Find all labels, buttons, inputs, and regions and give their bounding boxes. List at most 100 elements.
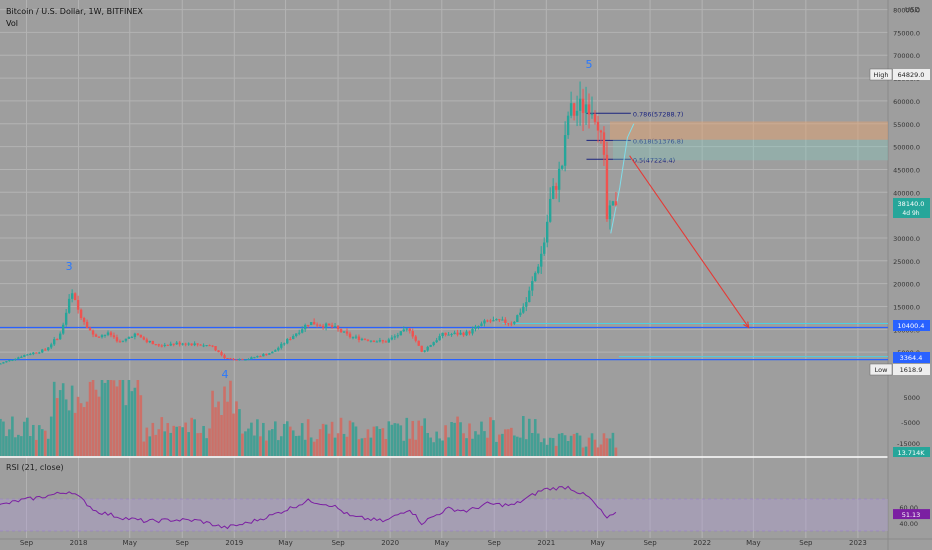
candle-body bbox=[366, 339, 370, 341]
candle-body bbox=[507, 323, 510, 325]
volume-bar bbox=[82, 407, 86, 456]
volume-bar bbox=[483, 431, 486, 456]
volume-bar bbox=[599, 444, 603, 456]
candle-body bbox=[483, 320, 486, 324]
projection-arrowhead bbox=[743, 321, 750, 329]
volume-bar bbox=[557, 433, 561, 456]
candle-body bbox=[50, 344, 53, 348]
volume-bar bbox=[584, 446, 588, 456]
volume-bar bbox=[453, 422, 456, 456]
rsi-band bbox=[0, 499, 888, 531]
candle-body bbox=[557, 168, 561, 190]
volume-bar bbox=[0, 418, 2, 456]
volume-bar bbox=[426, 432, 429, 456]
volume-bar bbox=[339, 417, 343, 456]
volume-bar bbox=[297, 435, 301, 456]
volume-bar bbox=[220, 415, 223, 456]
candle-body bbox=[566, 115, 570, 136]
volume-bar bbox=[49, 416, 53, 456]
volume-bar bbox=[536, 433, 540, 456]
candle-body bbox=[94, 334, 98, 337]
volume-bar bbox=[548, 437, 552, 456]
volume-bar bbox=[366, 429, 370, 456]
candle-body bbox=[106, 332, 110, 335]
candle-body bbox=[202, 345, 205, 347]
volume-bar bbox=[608, 438, 612, 456]
candle-body bbox=[357, 336, 361, 340]
candle-body bbox=[528, 290, 531, 303]
price-tick-label: 80000.0 bbox=[893, 7, 920, 15]
volume-bar bbox=[375, 426, 379, 456]
candle-body bbox=[447, 334, 450, 336]
candle-body bbox=[327, 323, 331, 326]
candle-body bbox=[118, 341, 122, 343]
candle-body bbox=[614, 201, 618, 206]
volume-bars bbox=[0, 380, 618, 456]
volume-bar bbox=[232, 413, 235, 456]
volume-bar bbox=[241, 433, 244, 456]
candle-body bbox=[465, 331, 468, 336]
time-tick-label: Sep bbox=[799, 539, 813, 547]
volume-bar bbox=[235, 401, 238, 456]
candle-body bbox=[510, 323, 513, 325]
candle-body bbox=[211, 345, 214, 347]
candle-body bbox=[14, 358, 17, 360]
volume-bar bbox=[244, 431, 247, 456]
candle-body bbox=[333, 326, 337, 328]
price-tick-label: 55000.0 bbox=[893, 121, 920, 129]
price-candles bbox=[0, 81, 618, 365]
candle-body bbox=[292, 336, 295, 340]
volume-bar bbox=[94, 389, 98, 456]
volume-bar bbox=[199, 432, 202, 456]
volume-bar bbox=[402, 440, 406, 456]
volume-bar bbox=[530, 433, 534, 456]
candle-body bbox=[112, 335, 116, 338]
volume-bar bbox=[217, 401, 220, 456]
volume-bar bbox=[163, 431, 167, 456]
price-tag-name-bg bbox=[869, 363, 893, 376]
candle-body bbox=[238, 358, 241, 360]
volume-bar bbox=[2, 421, 5, 456]
time-tick-label: 2020 bbox=[381, 539, 399, 547]
volume-bar bbox=[462, 433, 465, 456]
candle-body bbox=[82, 318, 86, 322]
candle-body bbox=[214, 346, 217, 351]
price-tag-bg bbox=[893, 198, 930, 218]
volume-bar bbox=[40, 429, 44, 456]
candle-body bbox=[522, 306, 525, 313]
price-tag-value: 1618.9 bbox=[900, 366, 923, 374]
volume-bar bbox=[566, 441, 570, 456]
candle-body bbox=[480, 323, 483, 327]
candle-body bbox=[537, 266, 540, 273]
volume-bar bbox=[43, 430, 47, 456]
volume-bar bbox=[166, 423, 170, 456]
candle-body bbox=[277, 347, 280, 351]
volume-bar bbox=[519, 437, 522, 456]
time-tick-label: 2023 bbox=[849, 539, 867, 547]
volume-bar bbox=[593, 439, 597, 456]
volume-tick-label: 5000 bbox=[903, 394, 920, 402]
time-tick-label: 2018 bbox=[70, 539, 88, 547]
volume-bar bbox=[226, 401, 229, 456]
axes: 5000.010000.015000.020000.025000.030000.… bbox=[20, 7, 930, 547]
candle-body bbox=[67, 298, 71, 313]
volume-bar bbox=[271, 429, 274, 456]
volume-bar bbox=[438, 438, 441, 456]
candle-body bbox=[178, 342, 181, 345]
candle-body bbox=[259, 356, 262, 358]
volume-bar bbox=[55, 398, 59, 456]
volume-bar bbox=[596, 447, 600, 456]
price-tag-bg bbox=[893, 364, 930, 375]
volume-bar bbox=[533, 419, 537, 456]
volume-bar bbox=[282, 423, 286, 456]
candle-body bbox=[166, 344, 169, 346]
candle-body bbox=[154, 344, 157, 346]
projection-path bbox=[610, 123, 635, 234]
candle-body bbox=[115, 337, 119, 342]
candle-body bbox=[477, 326, 480, 328]
volume-bar bbox=[184, 422, 187, 456]
candle-body bbox=[543, 242, 546, 254]
candle-body bbox=[35, 352, 38, 354]
